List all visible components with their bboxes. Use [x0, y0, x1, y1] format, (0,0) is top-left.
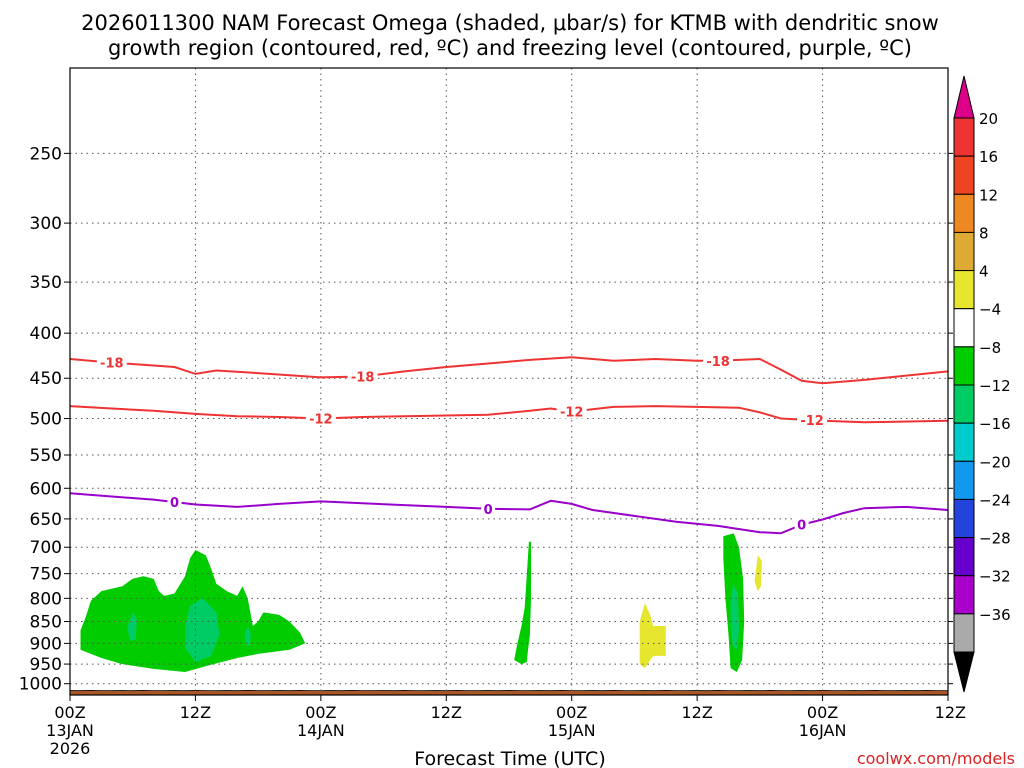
y-tick-label-650: 650 [30, 510, 62, 530]
contour-m18-label-2: -18 [706, 355, 730, 370]
colorbar-segment-8 [953, 384, 975, 424]
terrain [70, 689, 948, 695]
colorbar-label-9: −16 [979, 415, 1011, 433]
omega-region-6 [730, 583, 739, 650]
y-tick-label-1000: 1000 [19, 675, 62, 695]
colorbar-top-arrow [953, 75, 975, 119]
x-tick-label-h0: 00Z [54, 703, 85, 722]
x-year-label-h0: 2026 [50, 739, 91, 758]
omega-region-7 [639, 603, 666, 669]
x-tick-label-h12: 12Z [180, 703, 211, 722]
colorbar-segment-6 [953, 308, 975, 348]
colorbar-segment-5 [953, 270, 975, 310]
colorbar-segment-1 [953, 117, 975, 157]
contour-m12-line [70, 405, 948, 424]
y-tick-label-700: 700 [30, 538, 62, 558]
omega-region-3 [244, 626, 251, 646]
y-tick-label-300: 300 [30, 214, 62, 234]
y-tick-label-250: 250 [30, 144, 62, 164]
y-tick-label-800: 800 [30, 589, 62, 609]
x-tick-label-h36: 12Z [431, 703, 462, 722]
axes: 2503003504004505005506006507007508008509… [19, 144, 966, 758]
colorbar-label-12: −28 [979, 530, 1011, 548]
colorbar-segment-9 [953, 422, 975, 462]
colorbar-label-4: 8 [979, 224, 989, 242]
x-tick-label-h72: 00Z [807, 703, 838, 722]
contour-0-line [70, 492, 948, 535]
contour-0-label-0: 0 [170, 496, 179, 511]
credit-link[interactable]: coolwx.com/models [857, 749, 1015, 768]
x-date-label-h48: 15JAN [548, 721, 596, 740]
colorbar-segment-13 [953, 575, 975, 615]
plot-area: -18 -18 -18 -12 -12 -12 0 0 0 [69, 67, 949, 696]
colorbar-label-10: −20 [979, 453, 1011, 471]
x-date-label-h24: 14JAN [297, 721, 345, 740]
contour-m12-label-bg-0 [305, 410, 336, 426]
x-tick-label-h60: 12Z [681, 703, 712, 722]
colorbar-label-2: 16 [979, 148, 998, 166]
y-tick-label-500: 500 [30, 410, 62, 430]
colorbar-label-3: 12 [979, 186, 998, 204]
contour-0-label-bg-2 [794, 516, 809, 532]
y-tick-label-400: 400 [30, 324, 62, 344]
colorbar-label-7: −8 [979, 339, 1001, 357]
contour-m12-label-bg-2 [797, 412, 828, 428]
colorbar-segment-10 [953, 460, 975, 500]
contour-m18-line [70, 356, 948, 385]
x-tick-label-h24: 00Z [305, 703, 336, 722]
colorbar-label-6: −4 [979, 301, 1001, 319]
colorbar-segment-14 [953, 613, 975, 653]
contour-0-label-bg-0 [167, 494, 182, 510]
colorbar-bottom-arrow [953, 651, 975, 693]
omega-region-1 [127, 612, 137, 642]
contour-0-label-2: 0 [797, 519, 806, 534]
contour-0-label-bg-1 [481, 500, 496, 516]
colorbar-segment-11 [953, 498, 975, 539]
colorbar-label-11: −24 [979, 491, 1011, 509]
colorbar-label-1: 20 [979, 110, 998, 128]
x-date-label-h0: 13JAN [46, 721, 94, 740]
colorbar-segment-12 [953, 537, 975, 577]
y-tick-label-950: 950 [30, 655, 62, 675]
plot-inner: -18 -18 -18 -12 -12 -12 0 0 0 [70, 68, 948, 695]
contour-m18-label-1: -18 [351, 371, 375, 386]
colorbar-label-8: −12 [979, 377, 1011, 395]
x-tick-label-h48: 00Z [556, 703, 587, 722]
y-tick-label-600: 600 [30, 479, 62, 499]
contour-m18-label-0: -18 [100, 357, 124, 372]
omega-region-2 [185, 598, 220, 663]
contour-m12-label-bg-1 [556, 403, 587, 419]
colorbar: 20 16 12 8 4 −4 −8 −12 −16 −20 −24 −28 −32 −36 [953, 75, 1011, 693]
y-tick-label-850: 850 [30, 613, 62, 633]
colorbar-label-13: −32 [979, 568, 1011, 586]
colorbar-segment-4 [953, 231, 975, 272]
colorbar-segment-3 [953, 193, 975, 233]
contour-m12-label-2: -12 [800, 414, 824, 429]
x-date-label-h72: 16JAN [799, 721, 847, 740]
contour-m18-label-bg-1 [347, 368, 378, 384]
contour-m12-label-0: -12 [309, 413, 333, 428]
contour-m12-label-1: -12 [560, 406, 584, 421]
colorbar-label-14: −36 [979, 606, 1011, 624]
y-tick-label-900: 900 [30, 634, 62, 654]
contour-m18-label-bg-2 [703, 352, 734, 368]
y-tick-label-350: 350 [30, 273, 62, 293]
chart-title-line-2: growth region (contoured, red, ºC) and f… [108, 36, 912, 60]
contour-0-label-1: 0 [484, 503, 493, 518]
plot-frame [69, 67, 949, 696]
colorbar-segment-7 [953, 346, 975, 386]
y-tick-label-450: 450 [30, 369, 62, 389]
y-tick-label-750: 750 [30, 565, 62, 585]
x-tick-label-h84: 12Z [935, 703, 966, 722]
contour-m18-label-bg-0 [96, 354, 127, 370]
y-tick-label-550: 550 [30, 446, 62, 466]
chart-title-line-1: 2026011300 NAM Forecast Omega (shaded, μ… [81, 11, 939, 35]
colorbar-segment-2 [953, 155, 975, 195]
x-axis-label: Forecast Time (UTC) [414, 748, 605, 768]
omega-region-4 [514, 541, 531, 665]
colorbar-label-5: 4 [979, 263, 989, 281]
